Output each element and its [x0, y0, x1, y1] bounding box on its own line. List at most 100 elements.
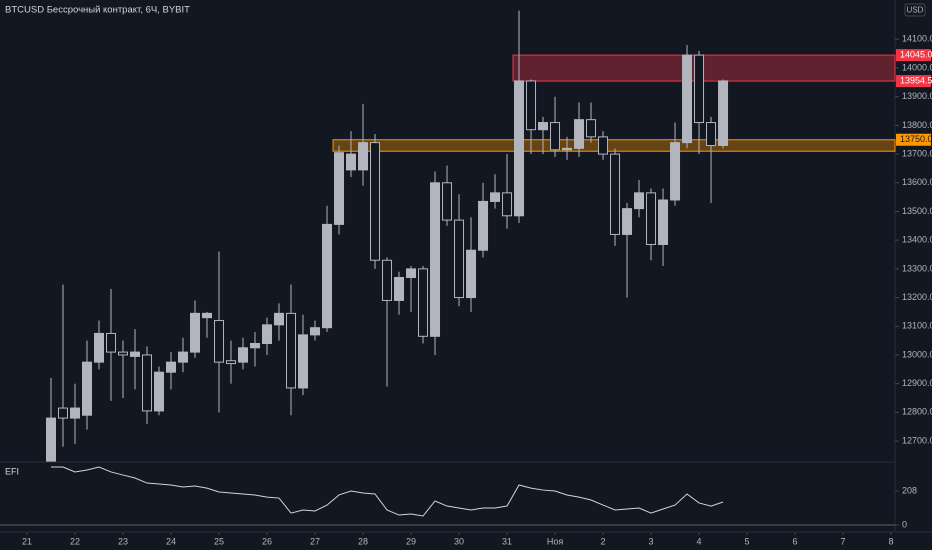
candle-body: [478, 200, 489, 251]
candle-body: [178, 351, 189, 363]
y-tick-label: 13400.0: [902, 235, 932, 245]
currency-label[interactable]: USD: [907, 6, 924, 15]
indicator-title: EFI: [5, 466, 19, 476]
y-tick-label: 13600.0: [902, 177, 932, 187]
y-tick-label: 12900.0: [902, 378, 932, 388]
price-label: 14045.0: [900, 49, 932, 59]
candle-body: [658, 199, 669, 245]
candle-body: [550, 122, 561, 151]
candle-body: [370, 142, 381, 261]
y-tick-label: 12800.0: [902, 407, 932, 417]
candle-body: [166, 361, 177, 373]
candle-body: [142, 354, 153, 412]
y-tick-label: 13700.0: [902, 148, 932, 158]
candle-body: [262, 324, 273, 344]
x-tick-label: 4: [697, 536, 702, 546]
x-tick-label: 26: [262, 536, 272, 546]
y-tick-label: 208: [902, 485, 917, 495]
x-tick-label: 28: [358, 536, 368, 546]
candle-body: [514, 80, 525, 217]
candle-body: [238, 347, 249, 363]
candle-body: [466, 249, 477, 299]
candle-body: [622, 208, 633, 235]
candle-body: [586, 119, 597, 138]
candle-body: [490, 192, 501, 202]
candle-body: [442, 182, 453, 221]
y-tick-label: 13500.0: [902, 206, 932, 216]
price-label: 13750.0: [900, 134, 932, 144]
y-tick-label: 0: [902, 519, 907, 529]
x-tick-label: 22: [70, 536, 80, 546]
candle-body: [82, 361, 93, 416]
y-tick-label: 14100.0: [902, 34, 932, 44]
y-tick-label: 13000.0: [902, 349, 932, 359]
candle-body: [718, 80, 729, 146]
candle-body: [394, 276, 405, 301]
price-label-box: [896, 133, 931, 146]
price-label-box: [896, 49, 931, 62]
candle-body: [190, 312, 201, 353]
candle-body: [106, 332, 117, 353]
price-label-box: [896, 75, 931, 88]
candle-body: [298, 334, 309, 389]
candle-body: [562, 147, 573, 151]
candle-body: [454, 219, 465, 299]
candle-body: [70, 407, 81, 419]
candle-body: [634, 192, 645, 210]
candle-body: [430, 182, 441, 337]
x-tick-label: 5: [745, 536, 750, 546]
candle-body: [418, 268, 429, 337]
y-tick-label: 14000.0: [902, 62, 932, 72]
candle-body: [286, 312, 297, 389]
currency-button[interactable]: [904, 3, 926, 17]
zone: [332, 139, 896, 152]
candle-body: [322, 223, 333, 329]
candle-body: [310, 327, 321, 336]
price-label: 13954.5: [900, 75, 932, 85]
candle-body: [646, 192, 657, 245]
candle-body: [202, 312, 213, 319]
x-tick-label: Ноя: [547, 536, 564, 546]
candle-body: [46, 417, 57, 462]
x-tick-label: 30: [454, 536, 464, 546]
candle-body: [502, 192, 513, 217]
x-tick-label: 25: [214, 536, 224, 546]
x-tick-label: 31: [502, 536, 512, 546]
candle-body: [94, 332, 105, 363]
x-tick-label: 24: [166, 536, 176, 546]
candle-body: [154, 371, 165, 412]
y-tick-label: 13300.0: [902, 263, 932, 273]
candle-body: [706, 122, 717, 146]
y-tick-label: 13100.0: [902, 321, 932, 331]
candle-body: [334, 152, 345, 225]
candle-body: [382, 259, 393, 301]
candle-body: [610, 153, 621, 235]
candle-body: [358, 142, 369, 171]
candle-body: [670, 142, 681, 201]
x-tick-label: 21: [22, 536, 32, 546]
candle-body: [598, 136, 609, 155]
x-tick-label: 3: [649, 536, 654, 546]
candle-body: [226, 360, 237, 365]
candle-body: [274, 312, 285, 326]
x-tick-label: 29: [406, 536, 416, 546]
x-tick-label: 27: [310, 536, 320, 546]
efi-line: [51, 466, 724, 517]
candle-body: [694, 54, 705, 124]
x-tick-label: 8: [889, 536, 894, 546]
candle-body: [118, 351, 129, 356]
y-tick-label: 13800.0: [902, 120, 932, 130]
candle-body: [346, 153, 357, 171]
candle-body: [214, 320, 225, 363]
candle-body: [58, 407, 69, 419]
candle-body: [574, 119, 585, 149]
candle-body: [406, 268, 417, 278]
candle-body: [682, 54, 693, 144]
x-tick-label: 23: [118, 536, 128, 546]
candle-body: [526, 80, 537, 131]
candle-body: [250, 342, 261, 349]
y-tick-label: 12700.0: [902, 435, 932, 445]
y-tick-label: 13200.0: [902, 292, 932, 302]
